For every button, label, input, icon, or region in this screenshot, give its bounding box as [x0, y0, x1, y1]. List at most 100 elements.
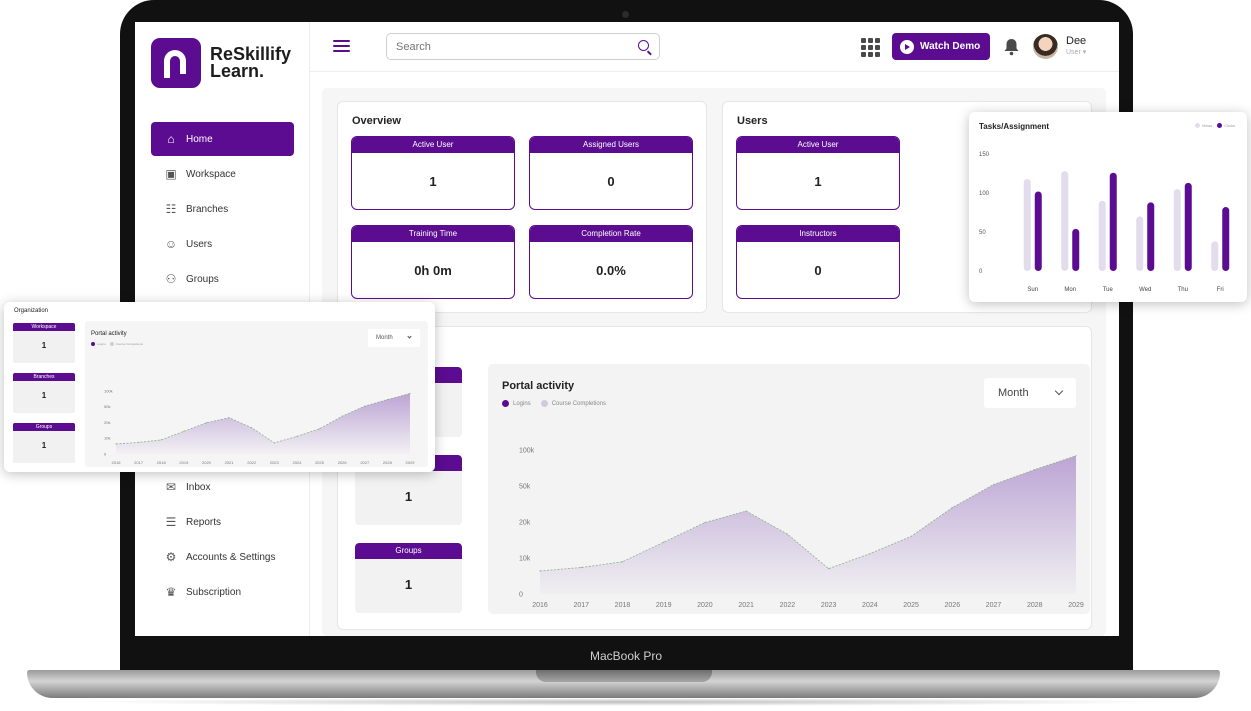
search-icon[interactable] [638, 40, 649, 51]
organization-panel: 1 Groups 1 Portal activity Logins Course C… [337, 326, 1092, 630]
overlay-period-select[interactable]: Month [368, 329, 420, 347]
series-line-logins [539, 455, 1077, 572]
sidebar-item-workspace[interactable]: ▣ Workspace [151, 157, 294, 191]
period-select[interactable]: Month [984, 378, 1076, 408]
data-point [341, 415, 343, 417]
legend-completions: Course Completions [551, 400, 607, 407]
stat-card[interactable]: Training Time 0h 0m [351, 225, 515, 299]
overview-title: Overview [352, 115, 401, 127]
laptop-base [27, 670, 1220, 698]
overlay-stat-card[interactable]: Groups 1 [13, 423, 75, 463]
account-settings-icon: ⚙ [165, 550, 177, 564]
overlay-activity-plot: 2016 2017 2018 2019 2020 2021 2022 2023 2024 2025… [104, 388, 416, 465]
area-fill [116, 393, 410, 454]
org-stat-value: 1 [404, 577, 413, 592]
x-tick-label: Tue [1103, 287, 1114, 293]
overlay-stat-card[interactable]: Branches 1 [13, 373, 75, 413]
organization-overlay-card: Organization Workspace 1 Branches 1 Groups 1 … [4, 302, 435, 472]
apps-grid-icon[interactable] [861, 38, 880, 57]
x-tick-label: 2029 [406, 460, 416, 465]
data-point [1075, 455, 1077, 457]
mini-legend-dot-logins [91, 342, 95, 346]
stat-card[interactable]: Active User 1 [351, 136, 515, 210]
sidebar-item-users[interactable]: ☺ Users [151, 227, 294, 261]
y-tick-label: 100k [519, 447, 535, 454]
overlay-chart-legend: Logins Course Completions [91, 342, 143, 346]
org-stat-card[interactable]: Groups 1 [355, 543, 462, 613]
device-label: MacBook Pro [589, 649, 663, 663]
user-name[interactable]: Dee [1066, 35, 1087, 47]
stat-card[interactable]: Active User 1 [736, 136, 900, 210]
data-point [228, 417, 230, 419]
sidebar-item-inbox[interactable]: ✉ Inbox [151, 470, 294, 504]
avatar[interactable] [1033, 34, 1058, 59]
bar-clicks [1184, 182, 1192, 271]
data-point [386, 398, 388, 401]
brand-name: ReSkillify Learn. [210, 44, 292, 81]
sidebar-item-accounts-settings[interactable]: ⚙ Accounts & Settings [151, 540, 294, 574]
y-tick-label: 100 [979, 191, 990, 197]
x-tick-label: 2020 [202, 460, 212, 465]
laptop-notch [536, 670, 712, 682]
sidebar-item-label: Inbox [186, 481, 211, 493]
y-tick-label: 50k [104, 404, 110, 409]
y-tick-label: 150 [979, 152, 990, 158]
data-point [745, 510, 747, 512]
overlay-stat-card[interactable]: Workspace 1 [13, 323, 75, 363]
legend-dot-clicks [1217, 123, 1223, 128]
sidebar-item-branches[interactable]: ☷ Branches [151, 192, 294, 226]
user-role[interactable]: User ▾ [1066, 49, 1087, 56]
x-tick-label: 2017 [134, 460, 144, 465]
bar-clicks [1147, 202, 1155, 271]
laptop-shadow [70, 698, 1180, 706]
sidebar-item-groups[interactable]: ⚇ Groups [151, 262, 294, 296]
data-point [138, 441, 140, 444]
x-tick-label: 2021 [225, 460, 235, 465]
top-bar: Watch Demo Dee User ▾ [310, 22, 1119, 72]
sidebar-item-label: Reports [186, 516, 222, 528]
stat-value: 0 [814, 263, 822, 278]
brand-logo[interactable]: ReSkillify Learn. [151, 38, 291, 88]
overlay-stat-value: 1 [41, 341, 47, 350]
x-tick-label: 2025 [315, 460, 325, 465]
x-tick-label: 2016 [532, 602, 548, 609]
overlay-stat-label: Workspace [13, 323, 75, 331]
data-point [621, 561, 624, 563]
bar-views [1061, 171, 1069, 271]
tasks-title: Tasks/Assignment [979, 122, 1050, 131]
x-tick-label: 2019 [656, 602, 672, 609]
search-input[interactable] [386, 33, 660, 60]
stat-value: 1 [429, 174, 437, 189]
data-point [1034, 468, 1036, 471]
x-tick-label: 2024 [292, 460, 302, 465]
sidebar-item-label: Workspace [186, 168, 236, 180]
users-title: Users [737, 115, 768, 127]
x-tick-label: 2018 [157, 460, 167, 465]
sidebar-item-label: Users [186, 238, 213, 250]
overlay-stat-value: 1 [41, 391, 47, 400]
hamburger-menu-icon[interactable] [333, 40, 350, 52]
sidebar-item-home[interactable]: ⌂ Home [151, 122, 294, 156]
chart-legend: Logins Course Completions [502, 400, 606, 407]
tasks-overlay-card: Tasks/Assignment Views Clicks 0 50 100 150 S… [969, 112, 1247, 302]
org-stat-label: Groups [355, 543, 462, 559]
overlay-org-title: Organization [14, 308, 49, 314]
x-tick-label: 2026 [945, 602, 961, 609]
stat-card[interactable]: Completion Rate 0.0% [529, 225, 693, 299]
sidebar-item-reports[interactable]: ☰ Reports [151, 505, 294, 539]
data-point [296, 435, 298, 437]
y-tick-label: 20k [104, 420, 110, 425]
data-point [251, 427, 253, 429]
stat-card[interactable]: Assigned Users 0 [529, 136, 693, 210]
data-point [663, 541, 665, 543]
stat-card[interactable]: Instructors 0 [736, 225, 900, 299]
x-tick-label: 2019 [179, 460, 189, 465]
sidebar-item-subscription[interactable]: ♛ Subscription [151, 575, 294, 609]
branches-icon: ☷ [165, 202, 177, 216]
x-tick-label: 2026 [338, 460, 348, 465]
x-tick-label: 2022 [780, 602, 796, 609]
bar-clicks [1034, 191, 1042, 271]
watch-demo-button[interactable]: Watch Demo [892, 33, 990, 60]
bell-icon[interactable] [1003, 38, 1020, 56]
y-tick-label: 0 [519, 591, 523, 598]
